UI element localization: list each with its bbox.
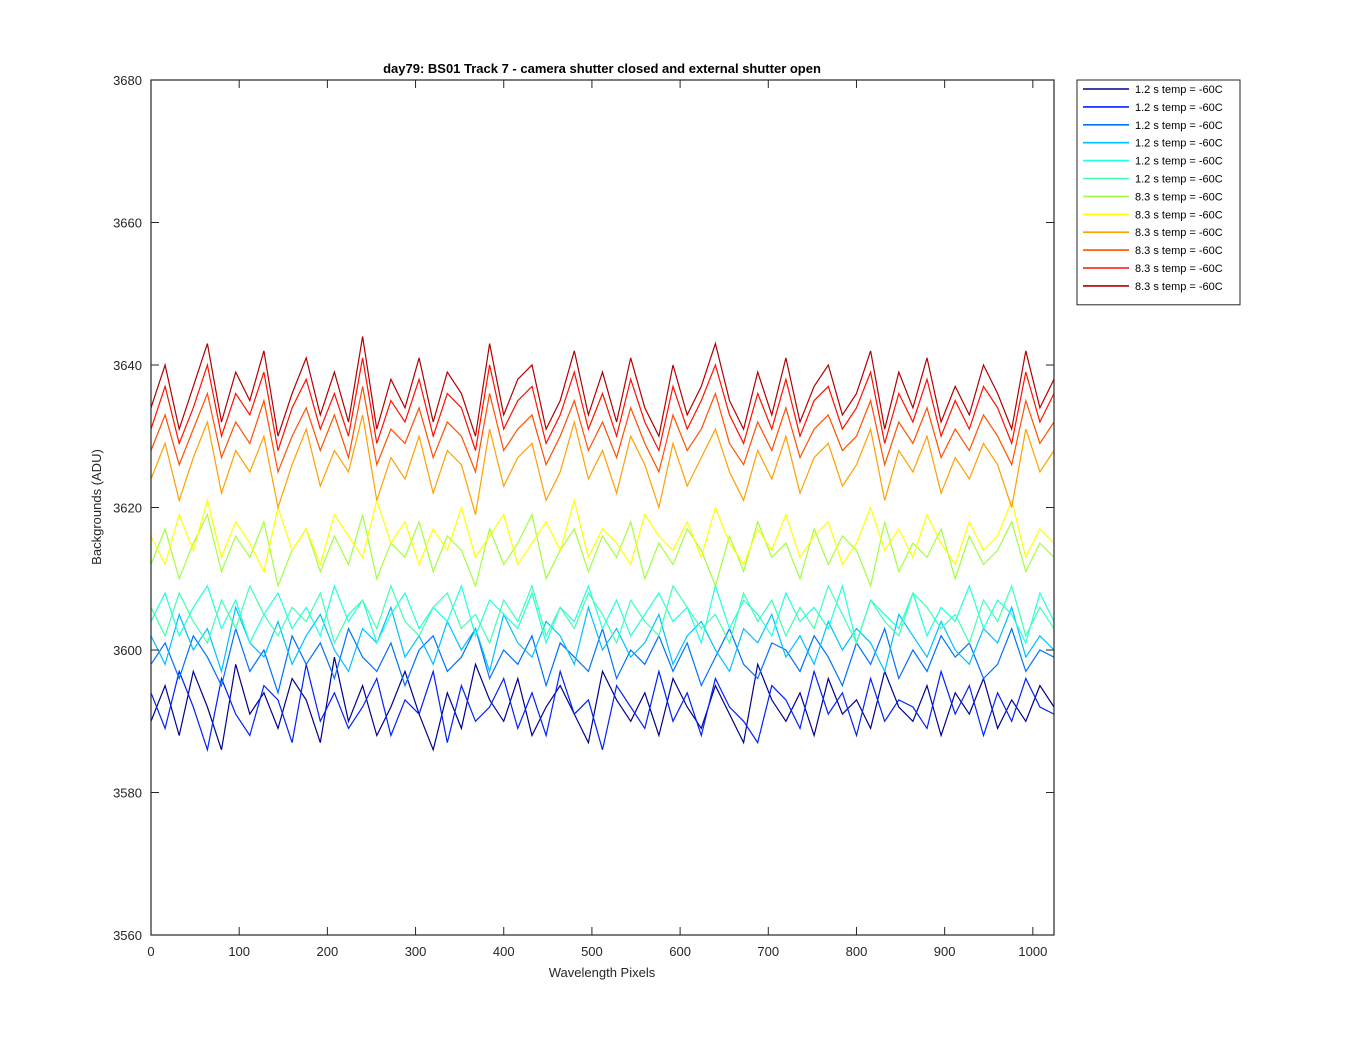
- x-tick-label: 0: [147, 944, 154, 959]
- legend-label-1: 1.2 s temp = -60C: [1135, 84, 1223, 96]
- series-line-2: [150, 664, 1055, 753]
- x-tick-label: 200: [317, 944, 339, 959]
- x-tick-label: 100: [228, 944, 250, 959]
- x-tick-label: 600: [669, 944, 691, 959]
- series-layer: [150, 336, 1055, 753]
- legend-label-11: 8.3 s temp = -60C: [1135, 263, 1223, 275]
- legend-label-2: 1.2 s temp = -60C: [1135, 102, 1223, 114]
- legend-label-10: 8.3 s temp = -60C: [1135, 245, 1223, 257]
- series-line-11: [150, 357, 1055, 453]
- x-tick-label: 800: [846, 944, 868, 959]
- legend-label-4: 1.2 s temp = -60C: [1135, 138, 1223, 150]
- legend-label-12: 8.3 s temp = -60C: [1135, 281, 1223, 293]
- y-axis: 3560 3580 3600 3620 3640 3660 3680: [113, 73, 1054, 943]
- y-tick-label: 3600: [113, 643, 142, 658]
- x-tick-label: 700: [757, 944, 779, 959]
- legend-label-3: 1.2 s temp = -60C: [1135, 120, 1223, 132]
- series-line-5: [150, 583, 1055, 646]
- legend: 1.2 s temp = -60C 1.2 s temp = -60C 1.2 s …: [1076, 79, 1241, 306]
- x-tick-label: 400: [493, 944, 515, 959]
- x-tick-label: 1000: [1018, 944, 1047, 959]
- x-axis: 0 100 200 300 400 500 600 700 800 900 1000: [147, 80, 1047, 959]
- legend-label-5: 1.2 s temp = -60C: [1135, 156, 1223, 168]
- series-line-9: [150, 414, 1055, 515]
- legend-label-7: 8.3 s temp = -60C: [1135, 191, 1223, 203]
- y-tick-label: 3620: [113, 501, 142, 516]
- y-tick-label: 3640: [113, 358, 142, 373]
- series-line-10: [150, 386, 1055, 475]
- series-line-6: [150, 584, 1055, 645]
- plot-area: [151, 80, 1054, 935]
- x-tick-label: 900: [934, 944, 956, 959]
- legend-label-8: 8.3 s temp = -60C: [1135, 209, 1223, 221]
- y-axis-label: Backgrounds (ADU): [89, 449, 104, 565]
- y-tick-label: 3560: [113, 928, 142, 943]
- y-tick-label: 3680: [113, 73, 142, 88]
- x-tick-label: 300: [405, 944, 427, 959]
- legend-label-9: 8.3 s temp = -60C: [1135, 227, 1223, 239]
- y-tick-label: 3660: [113, 216, 142, 231]
- series-line-8: [150, 498, 1055, 574]
- x-tick-label: 500: [581, 944, 603, 959]
- y-tick-label: 3580: [113, 786, 142, 801]
- x-axis-label: Wavelength Pixels: [549, 965, 656, 980]
- legend-label-6: 1.2 s temp = -60C: [1135, 174, 1223, 186]
- series-line-12: [150, 336, 1055, 439]
- chart-title: day79: BS01 Track 7 - camera shutter clo…: [383, 61, 821, 76]
